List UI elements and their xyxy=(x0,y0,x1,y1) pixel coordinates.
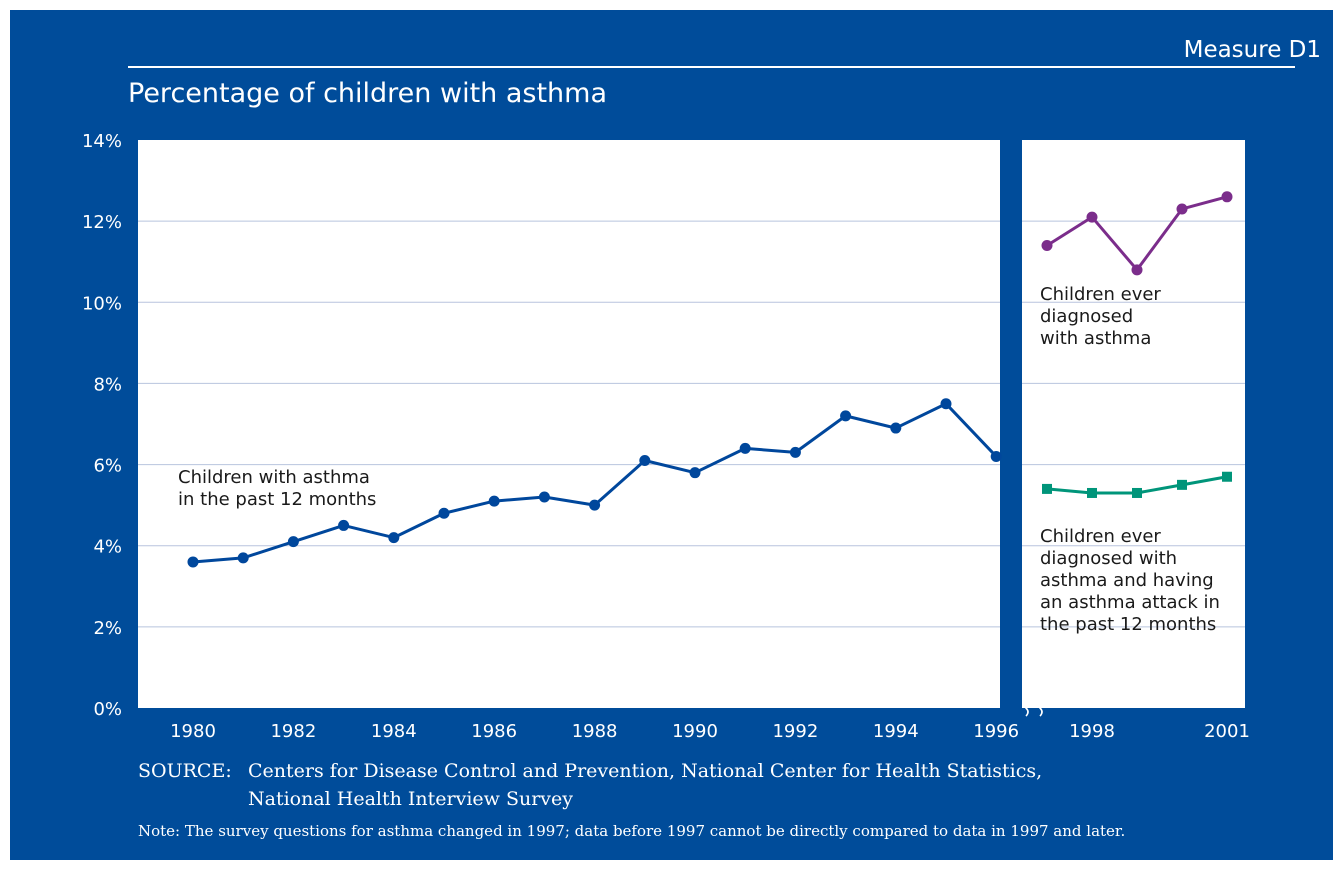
data-point xyxy=(639,455,651,467)
data-point xyxy=(589,499,601,511)
x-tick-label: 1980 xyxy=(170,721,216,742)
series-label: Children with asthma in the past 12 month… xyxy=(178,467,376,510)
chart-title: Percentage of children with asthma xyxy=(128,78,608,109)
x-tick-label: 1994 xyxy=(873,721,919,742)
x-tick-label: 1996 xyxy=(973,721,1019,742)
series-label-line: Children with asthma xyxy=(178,467,370,488)
x-tick-label: 1988 xyxy=(572,721,618,742)
y-tick-label: 12% xyxy=(82,212,122,233)
series-label-line: Children ever xyxy=(1040,526,1161,547)
measure-label: Measure D1 xyxy=(1183,37,1321,63)
data-point xyxy=(1041,239,1053,251)
y-tick-label: 10% xyxy=(82,293,122,314)
series-label-line: the past 12 months xyxy=(1040,614,1216,635)
data-point xyxy=(237,552,249,564)
data-point xyxy=(438,507,450,519)
title-rule xyxy=(128,66,1295,68)
series-label-line: with asthma xyxy=(1040,328,1151,349)
x-tick-label: 2001 xyxy=(1204,721,1250,742)
data-point xyxy=(739,442,751,454)
source-note: SOURCE: Centers for Disease Control and P… xyxy=(138,757,1042,813)
data-point xyxy=(990,450,1002,462)
data-point xyxy=(1222,471,1232,482)
source-line-1: Centers for Disease Control and Preventi… xyxy=(248,760,1043,782)
x-tick-label: 1982 xyxy=(270,721,316,742)
x-tick-label: 1984 xyxy=(371,721,417,742)
series-label-line: in the past 12 months xyxy=(178,489,376,510)
data-point xyxy=(1176,203,1188,215)
source-label: SOURCE: xyxy=(138,760,232,782)
series-label: Children ever diagnosed with asthma xyxy=(1040,284,1161,349)
y-tick-label: 2% xyxy=(93,618,122,639)
source-line-2: National Health Interview Survey xyxy=(248,788,574,810)
data-point xyxy=(840,410,852,422)
axis-break-mark xyxy=(1037,699,1043,717)
data-point xyxy=(1131,264,1143,276)
data-point xyxy=(187,556,199,568)
series-label-line: an asthma attack in xyxy=(1040,592,1220,613)
y-tick-label: 8% xyxy=(93,374,122,395)
data-point xyxy=(1087,487,1097,498)
series-label-line: diagnosed with xyxy=(1040,548,1177,569)
y-tick-label: 6% xyxy=(93,456,122,477)
series-label-line: diagnosed xyxy=(1040,306,1133,327)
x-tick-label: 1992 xyxy=(772,721,818,742)
y-tick-label: 14% xyxy=(82,131,122,152)
x-tick-label: 1990 xyxy=(672,721,718,742)
series-label: Children ever diagnosed with asthma and ha… xyxy=(1040,526,1220,635)
data-point xyxy=(1086,211,1098,223)
data-point xyxy=(1132,487,1142,498)
y-tick-label: 4% xyxy=(93,537,122,558)
data-point xyxy=(1177,479,1187,490)
plot-area-left xyxy=(138,140,1000,708)
data-point xyxy=(940,398,952,410)
data-point xyxy=(890,422,902,434)
x-tick-label: 1986 xyxy=(471,721,517,742)
footnote: Note: The survey questions for asthma ch… xyxy=(138,822,1126,840)
data-point xyxy=(689,467,701,479)
axis-break-mark xyxy=(1023,699,1029,717)
x-tick-label: 1998 xyxy=(1069,721,1115,742)
data-point xyxy=(338,519,350,531)
series-label-line: asthma and having xyxy=(1040,570,1214,591)
data-point xyxy=(388,532,400,544)
data-point xyxy=(287,536,299,548)
plot-area-right xyxy=(1022,140,1245,708)
series-label-line: Children ever xyxy=(1040,284,1161,305)
data-point xyxy=(538,491,550,503)
data-point xyxy=(789,446,801,458)
data-point xyxy=(1221,191,1233,203)
data-point xyxy=(1042,483,1052,494)
data-point xyxy=(488,495,500,507)
y-tick-label: 0% xyxy=(93,699,122,720)
